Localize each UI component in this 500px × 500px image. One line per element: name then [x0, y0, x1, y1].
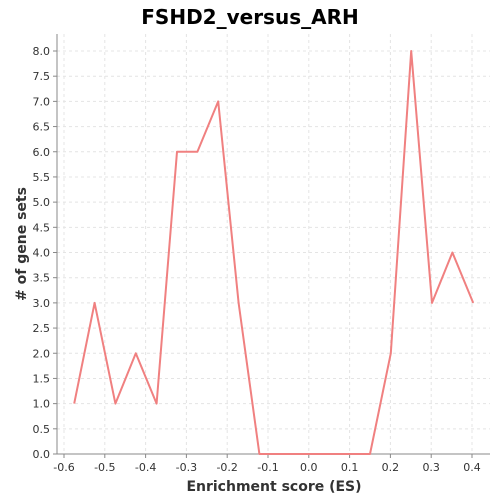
y-tick-label: 4.0: [33, 247, 51, 260]
y-tick-label: 7.5: [33, 70, 51, 83]
y-axis-label: # of gene sets: [14, 187, 30, 301]
y-tick-label: 2.5: [33, 322, 51, 335]
x-tick-label: 0.0: [300, 461, 318, 474]
x-tick-label: -0.5: [94, 461, 115, 474]
y-tick-label: 3.5: [33, 272, 51, 285]
y-tick-label: 6.0: [33, 146, 51, 159]
y-tick-label: 0.5: [33, 423, 51, 436]
y-tick-label: 3.0: [33, 297, 51, 310]
chart-title: FSHD2_versus_ARH: [141, 5, 358, 29]
x-tick-label: -0.3: [176, 461, 197, 474]
ticks-layer: 0.0 0.5 1.0 1.5 2.0 2.5 3.0 3.5 4.0 4.5 5.0 5.5 6.0 6…: [33, 45, 481, 474]
x-tick-label: 0.4: [463, 461, 481, 474]
x-tick-label: -0.4: [135, 461, 156, 474]
x-tick-label: 0.2: [382, 461, 400, 474]
y-tick-label: 1.0: [33, 398, 51, 411]
x-tick-label: -0.2: [216, 461, 237, 474]
y-tick-label: 7.0: [33, 95, 51, 108]
x-tick-label: -0.1: [257, 461, 278, 474]
x-axis-label: Enrichment score (ES): [186, 479, 361, 495]
y-tick-label: 2.0: [33, 347, 51, 360]
x-tick-label: -0.6: [53, 461, 74, 474]
series-layer: [73, 50, 475, 455]
axes-layer: [56, 34, 490, 455]
y-tick-label: 0.0: [33, 448, 51, 461]
y-tick-label: 8.0: [33, 45, 51, 58]
y-tick-label: 5.0: [33, 196, 51, 209]
series-line: [73, 50, 475, 455]
x-tick-label: 0.3: [422, 461, 440, 474]
y-tick-label: 5.5: [33, 171, 51, 184]
grid-layer: [57, 34, 490, 454]
y-tick-label: 1.5: [33, 372, 51, 385]
y-tick-label: 4.5: [33, 221, 51, 234]
y-tick-label: 6.5: [33, 121, 51, 134]
x-tick-label: 0.1: [341, 461, 359, 474]
